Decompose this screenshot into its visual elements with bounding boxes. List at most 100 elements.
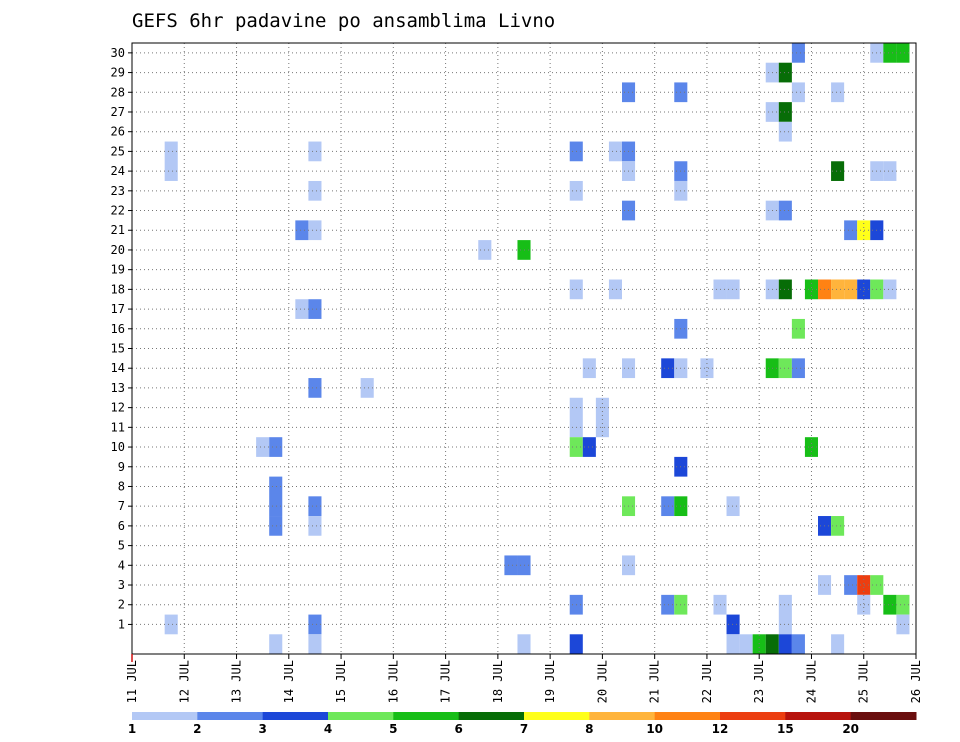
data-cell xyxy=(308,496,322,517)
colorbar-swatch xyxy=(785,712,852,720)
data-cell xyxy=(295,299,309,319)
colorbar-swatch xyxy=(197,712,264,720)
colorbar-label: 3 xyxy=(258,722,266,736)
y-axis: 1234567891011121314151617181920212223242… xyxy=(111,46,132,631)
colorbar-swatch xyxy=(850,712,917,720)
data-cell xyxy=(857,594,871,615)
data-cell xyxy=(726,634,740,654)
data-cell xyxy=(608,141,622,162)
data-cell xyxy=(778,279,792,300)
colorbar-label: 2 xyxy=(193,722,201,736)
x-tick-label: 22 JUL xyxy=(700,660,714,703)
data-cell xyxy=(857,279,871,300)
data-cell xyxy=(883,43,897,63)
x-axis: 11 JUL 12 JUL 13 JUL 14 JUL 15 JUL 16 JUL 17 J… xyxy=(125,654,923,703)
data-cell xyxy=(778,634,792,654)
data-cell xyxy=(661,496,675,517)
colorbar-swatch xyxy=(524,712,590,720)
data-cell xyxy=(269,437,283,457)
data-cell xyxy=(308,634,322,654)
data-cell xyxy=(791,634,805,654)
data-cell xyxy=(517,634,531,654)
data-cell xyxy=(831,82,845,103)
data-cell xyxy=(844,279,858,300)
x-tick-label: 16 JUL xyxy=(386,660,400,703)
colorbar-swatch xyxy=(458,712,525,720)
colorbar-swatch xyxy=(393,712,460,720)
data-cell xyxy=(765,634,779,654)
y-tick-label: 3 xyxy=(118,578,125,592)
y-tick-label: 24 xyxy=(111,164,125,178)
colorbar-label: 4 xyxy=(324,722,332,736)
colorbar-label: 1 xyxy=(128,722,136,736)
data-cell xyxy=(831,161,845,181)
data-cell xyxy=(778,121,792,142)
data-cell xyxy=(569,397,583,438)
data-cell xyxy=(164,614,178,635)
colorbar-swatch xyxy=(132,712,198,720)
y-tick-label: 25 xyxy=(111,144,125,158)
y-tick-label: 19 xyxy=(111,263,125,277)
data-cell xyxy=(308,516,322,536)
y-tick-label: 5 xyxy=(118,539,125,553)
x-tick-label: 25 JUL xyxy=(857,660,871,703)
y-tick-label: 16 xyxy=(111,322,125,336)
y-tick-label: 23 xyxy=(111,184,125,198)
data-cell xyxy=(308,299,322,319)
data-cell xyxy=(700,358,714,379)
y-tick-label: 30 xyxy=(111,46,125,60)
data-cell xyxy=(896,614,910,635)
y-tick-label: 1 xyxy=(118,617,125,631)
data-cell xyxy=(804,279,818,300)
data-cells xyxy=(164,43,910,654)
colorbar-label: 8 xyxy=(585,722,593,736)
y-tick-label: 12 xyxy=(111,401,125,415)
data-cell xyxy=(844,575,858,595)
chart-title: GEFS 6hr padavine po ansamblima Livno xyxy=(132,10,555,32)
colorbar-label: 12 xyxy=(712,722,729,736)
data-cell xyxy=(269,634,283,654)
y-tick-label: 18 xyxy=(111,282,125,296)
y-tick-label: 11 xyxy=(111,420,125,434)
data-cell xyxy=(831,634,845,654)
data-cell xyxy=(308,220,322,241)
y-tick-label: 6 xyxy=(118,519,125,533)
data-cell xyxy=(726,496,740,517)
data-cell xyxy=(831,279,845,300)
colorbar-label: 10 xyxy=(646,722,663,736)
data-cell xyxy=(726,614,740,635)
data-cell xyxy=(831,516,845,536)
data-cell xyxy=(896,43,910,63)
data-cell xyxy=(752,634,766,654)
colorbar-label: 20 xyxy=(842,722,859,736)
y-tick-label: 7 xyxy=(118,499,125,513)
data-cell xyxy=(726,279,740,300)
y-tick-label: 4 xyxy=(118,558,125,572)
data-cell xyxy=(308,180,322,201)
x-tick-label: 26 JUL xyxy=(909,660,923,703)
data-cell xyxy=(164,141,178,181)
colorbar-label: 6 xyxy=(454,722,462,736)
colorbar-swatch xyxy=(720,712,786,720)
colorbar-swatch xyxy=(589,712,656,720)
data-cell xyxy=(778,62,792,83)
data-cell xyxy=(595,397,609,438)
data-cell xyxy=(256,437,270,457)
x-tick-label: 23 JUL xyxy=(752,660,766,703)
data-cell xyxy=(608,279,622,300)
data-cell xyxy=(269,516,283,536)
data-cell xyxy=(778,358,792,379)
x-tick-label: 20 JUL xyxy=(595,660,609,703)
data-cell xyxy=(295,220,309,241)
colorbar-swatch xyxy=(262,712,329,720)
x-tick-label: 21 JUL xyxy=(648,660,662,703)
x-tick-label: 17 JUL xyxy=(439,660,453,703)
colorbar-label: 15 xyxy=(777,722,794,736)
y-tick-label: 2 xyxy=(118,598,125,612)
colorbar-swatch xyxy=(328,712,394,720)
x-tick-label: 12 JUL xyxy=(177,660,191,703)
data-cell xyxy=(778,594,792,635)
x-tick-label: 15 JUL xyxy=(334,660,348,703)
data-cell xyxy=(883,279,897,300)
